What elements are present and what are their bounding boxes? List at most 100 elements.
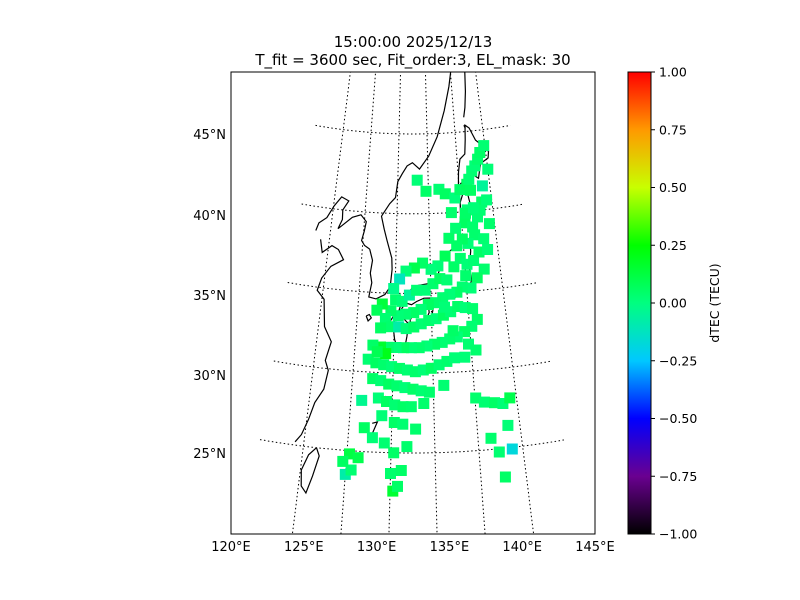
dtec-point: [430, 297, 442, 309]
dtec-point: [395, 465, 407, 476]
colorbar-tick-label: 0.00: [659, 296, 687, 311]
dtec-point: [465, 282, 477, 294]
colorbar-tick-label: −0.75: [659, 469, 697, 484]
dtec-point: [439, 188, 451, 200]
dtec-point: [471, 272, 483, 284]
dtec-point: [444, 333, 456, 345]
dtec-point: [366, 432, 378, 444]
dtec-point: [451, 331, 463, 343]
dtec-point: [422, 299, 434, 310]
dtec-point: [425, 263, 437, 275]
dtec-point: [465, 184, 476, 196]
colorbar-tick-label: 1.00: [659, 65, 687, 80]
dtec-point: [393, 321, 405, 333]
y-tick-label: 40°N: [193, 209, 226, 224]
dtec-point: [436, 336, 448, 348]
dtec-point: [497, 398, 509, 409]
dtec-point: [418, 398, 430, 409]
dtec-point: [473, 246, 485, 258]
dtec-point: [398, 342, 410, 354]
dtec-point: [410, 423, 422, 435]
dtec-point: [382, 341, 394, 353]
dtec-point: [476, 180, 488, 192]
map-frame: [230, 71, 596, 535]
dtec-point: [397, 418, 409, 430]
parallel-line: [259, 439, 567, 454]
dtec-point: [385, 321, 397, 333]
dtec-point: [383, 378, 395, 390]
dtec-point: [371, 304, 383, 316]
dtec-point: [400, 323, 412, 335]
dtec-point: [370, 357, 382, 369]
dtec-point: [445, 207, 457, 219]
dtec-point: [451, 286, 463, 298]
axis-ticks: 120°E 125°E 130°E 135°E 140°E 145°E 25°N 30°N 35…: [193, 128, 615, 555]
dtec-point: [372, 392, 384, 404]
dtec-point: [433, 183, 445, 195]
dtec-point: [415, 385, 427, 397]
dtec-point: [470, 392, 482, 404]
dtec-point: [466, 320, 478, 332]
dtec-point: [504, 392, 516, 404]
dtec-point: [482, 244, 494, 255]
colorbar-tick-label: 0.50: [659, 180, 687, 195]
dtec-point: [385, 468, 396, 479]
y-tick-label: 25°N: [193, 447, 226, 462]
dtec-point: [478, 233, 490, 245]
dtec-point: [400, 265, 412, 277]
dtec-point: [358, 422, 370, 434]
dtec-point: [367, 339, 379, 351]
dtec-point: [441, 274, 453, 286]
colorbar-tick-label: 0.75: [659, 122, 687, 137]
title-line-1: 15:00:00 2025/12/13: [333, 33, 493, 51]
dtec-point: [450, 222, 462, 234]
parallel-line: [273, 360, 553, 374]
dtec-point: [386, 361, 398, 373]
meridian-line: [340, 72, 377, 534]
dtec-point: [454, 184, 466, 196]
dtec-point: [452, 301, 464, 312]
dtec-point: [439, 250, 451, 262]
dtec-point: [478, 396, 490, 408]
title-line-2: T_fit = 3600 sec, Fit_order:3, EL_mask: …: [255, 51, 571, 69]
dtec-point: [469, 229, 481, 241]
dtec-point: [481, 194, 493, 206]
dtec-point: [451, 240, 463, 252]
x-tick-label: 140°E: [502, 540, 542, 555]
dtec-point: [447, 325, 459, 337]
dtec-point: [408, 307, 420, 319]
dtec-point: [471, 313, 483, 325]
dtec-point: [408, 262, 420, 274]
data-points: [337, 140, 518, 497]
dtec-point: [459, 217, 471, 229]
dtec-point: [493, 446, 505, 458]
dtec-point: [378, 437, 390, 449]
dtec-point: [388, 447, 400, 459]
dtec-point: [408, 321, 420, 333]
y-tick-label: 30°N: [193, 369, 226, 384]
dtec-point: [380, 348, 392, 360]
dtec-point: [392, 310, 404, 322]
dtec-point: [460, 270, 472, 282]
dtec-point: [388, 283, 400, 294]
dtec-point: [423, 315, 435, 326]
dtec-point: [388, 417, 400, 428]
dtec-point: [379, 313, 391, 324]
dtec-point: [433, 359, 445, 371]
dtec-point: [415, 303, 427, 315]
colorbar-tick-label: −0.50: [659, 411, 697, 426]
coastline: [315, 196, 371, 250]
map-area: [259, 72, 567, 534]
dtec-point: [378, 359, 390, 371]
dtec-point: [381, 396, 392, 407]
colorbar-tick-label: −0.25: [659, 353, 697, 368]
dtec-point: [403, 289, 415, 301]
dtec-point: [489, 397, 500, 409]
dtec-point: [459, 302, 471, 314]
dtec-point: [437, 309, 449, 321]
colorbar-tick-label: 0.25: [659, 238, 687, 253]
dtec-point: [427, 278, 439, 290]
dtec-point: [474, 147, 486, 158]
dtec-point: [390, 342, 402, 353]
